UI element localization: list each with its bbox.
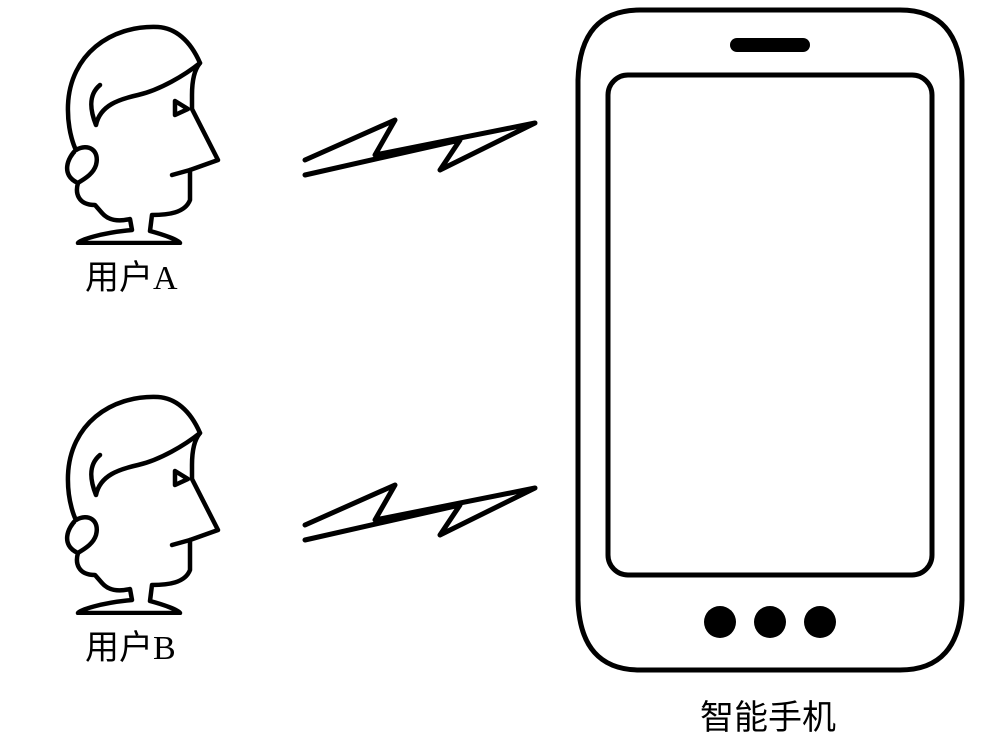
user-b-label: 用户B	[85, 620, 176, 669]
signal-b-icon	[300, 470, 540, 555]
diagram-canvas: 用户A 用户B 智能手机	[0, 0, 1000, 752]
user-b-head	[40, 385, 270, 615]
smartphone-label: 智能手机	[700, 690, 836, 739]
user-a-label: 用户A	[85, 250, 178, 299]
smartphone-icon	[570, 0, 970, 680]
signal-a-icon	[300, 105, 540, 190]
user-a-head	[40, 15, 270, 245]
